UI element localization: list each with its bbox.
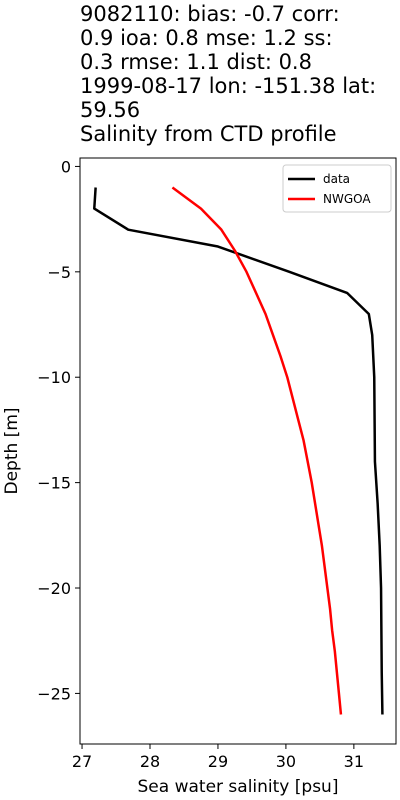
y-tick-label: −25: [37, 684, 71, 703]
y-tick-label: −10: [37, 368, 71, 387]
x-tick-label: 29: [208, 752, 228, 771]
y-tick-label: −5: [47, 263, 71, 282]
y-axis-label: Depth [m]: [2, 407, 22, 494]
y-tick-label: 0: [61, 157, 71, 176]
x-axis-label: Sea water salinity [psu]: [138, 777, 339, 797]
chart-title: 9082110: bias: -0.7 corr: 0.9 ioa: 0.8 m…: [80, 2, 396, 146]
y-tick-label: −20: [37, 579, 71, 598]
x-tick-label: 27: [72, 752, 92, 771]
x-tick-label: 31: [344, 752, 364, 771]
plot-frame: [79, 157, 397, 745]
x-tick-label: 30: [276, 752, 296, 771]
title-line: 0.9 ioa: 0.8 mse: 1.2 ss:: [80, 26, 333, 50]
series-line-nwgoa: [171, 186, 343, 715]
title-line: 9082110: bias: -0.7 corr:: [80, 2, 340, 26]
legend-label-data: data: [323, 172, 350, 186]
title-line: 59.56: [80, 98, 141, 122]
title-line: Salinity from CTD profile: [80, 122, 337, 146]
y-tick-label: −15: [37, 474, 71, 493]
title-line: 1999-08-17 lon: -151.38 lat:: [80, 74, 377, 98]
title-line: 0.3 rmse: 1.1 dist: 0.8: [80, 50, 312, 74]
legend-label-nwgoa: NWGOA: [323, 192, 371, 206]
series-line-data: [93, 187, 384, 715]
x-tick-label: 28: [140, 752, 160, 771]
